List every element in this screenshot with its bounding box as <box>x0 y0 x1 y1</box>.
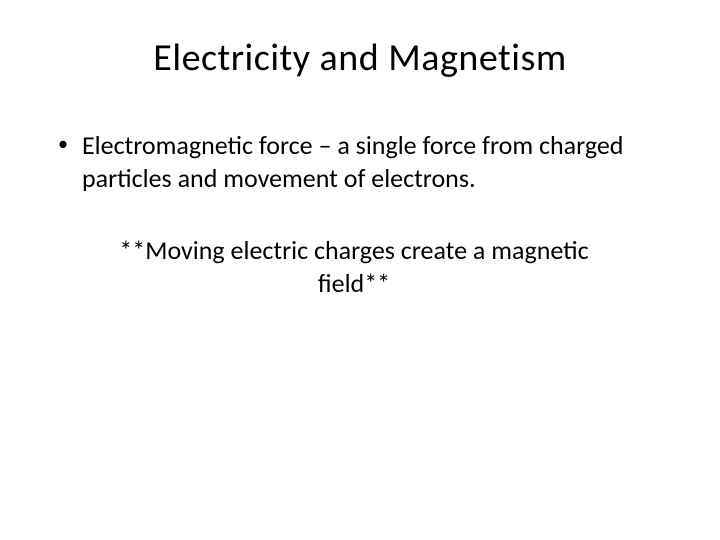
bullet-text: Electromagnetic force – a single force f… <box>82 129 670 194</box>
slide-title: Electricity and Magnetism <box>50 35 670 81</box>
slide-container: Electricity and Magnetism • Electromagne… <box>0 0 720 540</box>
bullet-marker: • <box>58 129 68 159</box>
bullet-item: • Electromagnetic force – a single force… <box>50 129 670 194</box>
emphasis-text: **Moving electric charges create a magne… <box>50 234 670 299</box>
